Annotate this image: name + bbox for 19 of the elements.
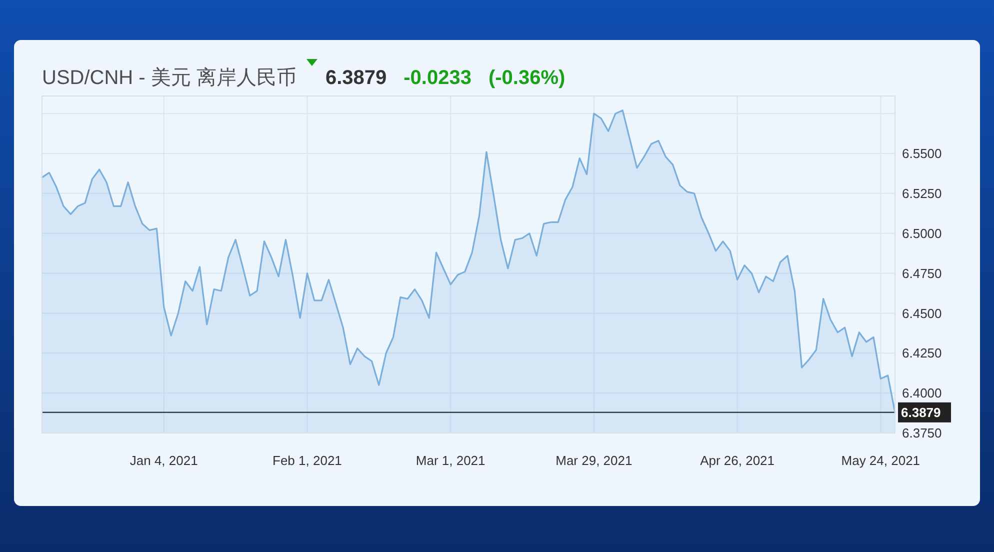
ref-line-label: 6.3879 bbox=[901, 404, 941, 420]
y-tick-label: 6.4750 bbox=[902, 266, 942, 281]
chart-title: USD/CNH - 美元 离岸人民币 bbox=[42, 66, 296, 89]
x-tick-label: Mar 1, 2021 bbox=[416, 453, 486, 468]
y-tick-label: 6.5250 bbox=[902, 186, 942, 201]
y-tick-label: 6.4250 bbox=[902, 346, 942, 361]
x-tick-label: Feb 1, 2021 bbox=[272, 453, 342, 468]
y-tick-label: 6.5000 bbox=[902, 226, 942, 241]
x-tick-label: Apr 26, 2021 bbox=[700, 453, 775, 468]
x-tick-label: Jan 4, 2021 bbox=[130, 453, 198, 468]
text: 6.3879 bbox=[325, 67, 387, 89]
text: (-0.36%) bbox=[488, 67, 566, 89]
x-tick-label: Mar 29, 2021 bbox=[556, 453, 632, 468]
x-tick-label: May 24, 2021 bbox=[841, 453, 920, 468]
y-tick-label: 6.4500 bbox=[902, 306, 942, 321]
y-tick-label: 6.5500 bbox=[902, 146, 942, 162]
y-tick-label: 6.3750 bbox=[902, 426, 942, 441]
text: -0.0233 bbox=[404, 67, 472, 89]
y-tick-label: 6.4000 bbox=[902, 386, 942, 401]
